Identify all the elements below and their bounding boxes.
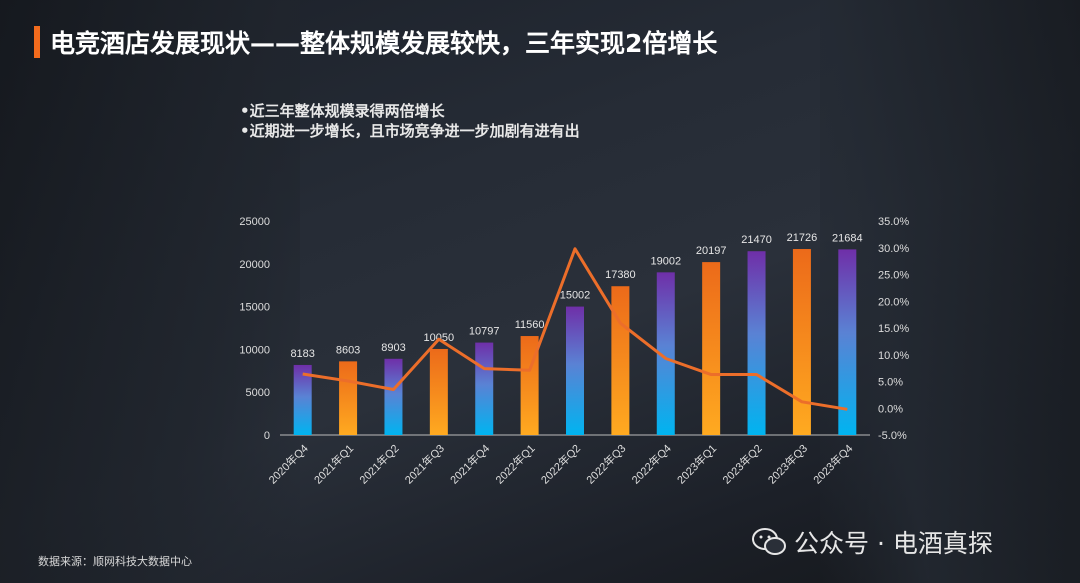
right-axis-tick: 20.0% bbox=[878, 296, 909, 308]
left-axis-tick: 15000 bbox=[239, 302, 270, 314]
bar-value-label: 21726 bbox=[787, 232, 818, 244]
left-axis-tick: 20000 bbox=[239, 259, 270, 271]
bar bbox=[702, 262, 721, 435]
bar bbox=[611, 286, 630, 435]
x-axis-tick: 2022年Q4 bbox=[629, 441, 674, 486]
bar-value-label: 8603 bbox=[336, 344, 360, 356]
x-axis-tick: 2023年Q3 bbox=[765, 441, 810, 486]
watermark-text: 公众号 · 电酒真探 bbox=[794, 529, 993, 558]
bar-value-label: 8183 bbox=[290, 348, 314, 360]
bullet-1: •近三年整体规模录得两倍增长 bbox=[240, 102, 445, 120]
left-axis-tick: 10000 bbox=[239, 344, 270, 356]
x-axis-tick: 2021年Q4 bbox=[447, 441, 492, 486]
right-axis-tick: 15.0% bbox=[878, 323, 909, 335]
bullet-2: •近期进一步增长，且市场竞争进一步加剧有进有出 bbox=[240, 122, 580, 140]
bar-value-label: 17380 bbox=[605, 269, 636, 281]
right-axis-tick: 0.0% bbox=[878, 403, 903, 415]
bar-value-label: 8903 bbox=[381, 342, 405, 354]
bar-value-label: 21470 bbox=[741, 234, 772, 246]
x-axis-tick: 2022年Q2 bbox=[538, 441, 583, 486]
right-axis-tick: 10.0% bbox=[878, 350, 909, 362]
bar bbox=[384, 358, 403, 435]
x-axis-tick: 2023年Q2 bbox=[719, 441, 764, 486]
left-axis-tick: 25000 bbox=[239, 216, 270, 228]
bar-value-label: 19002 bbox=[650, 255, 681, 267]
x-axis-tick: 2021年Q1 bbox=[311, 441, 356, 486]
growth-rate-line bbox=[302, 247, 848, 411]
bar bbox=[566, 306, 584, 435]
bar-value-label: 21684 bbox=[832, 232, 863, 244]
bar-value-label: 15002 bbox=[560, 290, 591, 302]
background-buildings-right bbox=[820, 0, 1080, 583]
left-axis-tick: 5000 bbox=[246, 387, 270, 399]
left-axis-tick: 0 bbox=[264, 430, 270, 442]
background-buildings-left bbox=[0, 0, 300, 583]
right-axis-tick: 35.0% bbox=[878, 216, 909, 228]
x-axis-tick: 2020年Q4 bbox=[265, 441, 310, 486]
right-axis-tick: -5.0% bbox=[878, 430, 907, 442]
bar bbox=[656, 272, 675, 435]
right-axis-tick: 5.0% bbox=[878, 377, 903, 389]
bullet-list: •近三年整体规模录得两倍增长 •近期进一步增长，且市场竞争进一步加剧有进有出 bbox=[240, 101, 580, 141]
title-accent-bar bbox=[34, 26, 40, 58]
page-title: 电竞酒店发展现状——整体规模发展较快，三年实现2倍增长 bbox=[50, 29, 718, 58]
bar bbox=[792, 249, 811, 435]
bar bbox=[475, 342, 494, 435]
bar-value-label: 11560 bbox=[515, 319, 545, 331]
bar-value-label: 20197 bbox=[696, 245, 727, 257]
bar bbox=[838, 249, 857, 435]
data-source: 数据来源：顺网科技大数据中心 bbox=[38, 555, 192, 568]
right-axis-tick: 25.0% bbox=[878, 270, 909, 282]
x-axis-tick: 2021年Q3 bbox=[402, 441, 447, 486]
watermark: 公众号 · 电酒真探 bbox=[752, 524, 993, 560]
bar bbox=[747, 251, 766, 435]
x-axis-tick: 2021年Q2 bbox=[356, 441, 401, 486]
x-axis-tick: 2023年Q4 bbox=[810, 441, 855, 486]
right-axis-tick: 30.0% bbox=[878, 243, 909, 255]
bar bbox=[293, 364, 312, 435]
wechat-icon bbox=[752, 528, 786, 555]
x-axis-tick: 2023年Q1 bbox=[674, 441, 719, 486]
x-axis-tick: 2022年Q1 bbox=[492, 441, 537, 486]
bar bbox=[339, 361, 358, 435]
bar bbox=[429, 348, 448, 435]
bar-value-label: 10797 bbox=[469, 326, 500, 338]
x-axis-tick: 2022年Q3 bbox=[583, 441, 628, 486]
